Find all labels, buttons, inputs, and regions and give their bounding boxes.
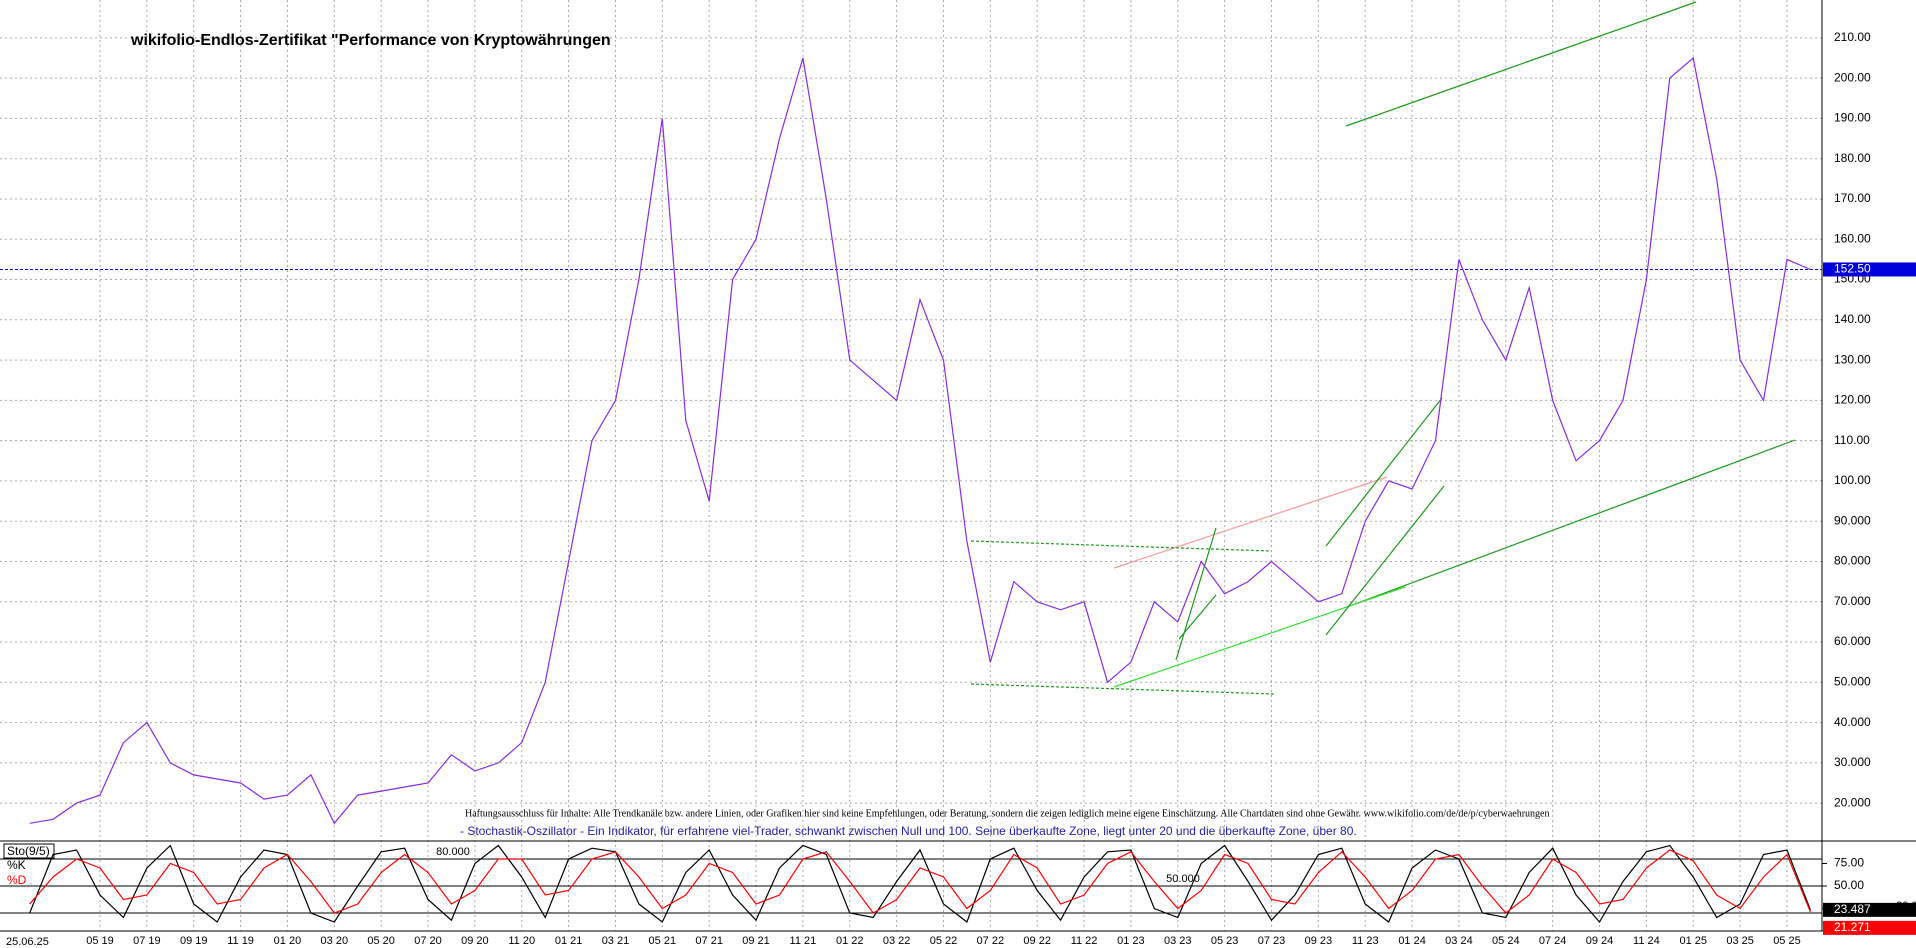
x-tick-label: 09 19 — [180, 935, 208, 947]
y-tick-label: 200.00 — [1834, 70, 1871, 84]
x-tick-label: 03 23 — [1164, 935, 1192, 947]
x-tick-label: 01 25 — [1679, 935, 1707, 947]
last-price-box — [1823, 262, 1916, 277]
x-tick-label: 03 25 — [1726, 935, 1754, 947]
x-tick-label: 11 22 — [1071, 935, 1098, 947]
y-tick-label: 75.00 — [1834, 856, 1864, 870]
x-tick-label: 01 21 — [555, 935, 583, 947]
x-tick-label: 07 19 — [133, 935, 161, 947]
y-tick-label: 210.00 — [1834, 30, 1871, 44]
trendline — [1325, 397, 1443, 547]
last-value-box — [1823, 920, 1916, 935]
x-tick-label: 09 23 — [1305, 935, 1333, 947]
trendline — [1346, 439, 1796, 608]
last-value-label: 21.271 — [1834, 920, 1871, 934]
trendline — [1345, 1, 1697, 127]
last-value-box — [1823, 902, 1916, 917]
last-value-label: 23.487 — [1834, 902, 1871, 916]
y-tick-label: 60.000 — [1834, 634, 1871, 648]
x-tick-label: 01 20 — [274, 935, 302, 947]
y-tick-label: 140.00 — [1834, 312, 1871, 326]
y-tick-label: 20.000 — [1834, 795, 1871, 809]
x-tick-label: 07 20 — [414, 935, 442, 947]
grid — [0, 0, 1822, 931]
x-tick-label: 11 24 — [1633, 935, 1660, 947]
x-tick-label: 07 24 — [1539, 935, 1567, 947]
x-tick-label: 03 20 — [321, 935, 349, 947]
x-tick-label: 09 20 — [461, 935, 489, 947]
x-tick-label: 11 19 — [227, 935, 254, 947]
x-tick-label: 03 21 — [602, 935, 630, 947]
y-tick-label: 90.000 — [1834, 513, 1871, 527]
trendline — [1113, 476, 1388, 569]
x-tick-label: 07 23 — [1258, 935, 1286, 947]
indicator-box — [3, 843, 55, 859]
y-tick-label: 40.000 — [1834, 715, 1871, 729]
x-tick-label: 05 23 — [1211, 935, 1239, 947]
y-tick-label: 110.00 — [1834, 433, 1870, 447]
x-tick-label: 01 23 — [1117, 935, 1145, 947]
y-tick-label: 50.000 — [1834, 674, 1871, 688]
indicator-title: Sto(9/5) — [7, 844, 50, 858]
x-tick-label: 09 21 — [742, 935, 770, 947]
trendline — [1325, 485, 1445, 636]
y-tick-label: 100.00 — [1834, 473, 1871, 487]
x-tick-label: 01 24 — [1398, 935, 1426, 947]
trendline — [1178, 594, 1217, 640]
x-tick-label: 07 22 — [977, 935, 1005, 947]
y-tick-label: 50.00 — [1834, 878, 1864, 892]
y-tick-label: 30.000 — [1834, 755, 1871, 769]
stochastic-line — [29, 844, 1811, 924]
x-tick-label: 09 24 — [1586, 935, 1614, 947]
level-label: 50.000 — [1166, 873, 1200, 885]
x-tick-label: 05 25 — [1773, 935, 1801, 947]
x-tick-label: 11 21 — [790, 935, 817, 947]
x-tick-label: 05 21 — [649, 935, 677, 947]
y-tick-label: 190.00 — [1834, 111, 1871, 125]
x-tick-label: 09 22 — [1023, 935, 1051, 947]
y-tick-label: 80.000 — [1834, 554, 1871, 568]
legend-label: %D — [7, 873, 27, 887]
y-tick-label: 130.00 — [1834, 352, 1871, 366]
date-label: 25.06.25 — [6, 936, 49, 948]
x-tick-label: 03 22 — [883, 935, 911, 947]
level-label: 80.000 — [436, 846, 470, 858]
x-tick-label: 01 22 — [836, 935, 864, 947]
x-tick-label: 11 20 — [508, 935, 535, 947]
chart-title: wikifolio-Endlos-Zertifikat "Performance… — [130, 32, 611, 49]
y-tick-label: 70.000 — [1834, 594, 1871, 608]
x-tick-label: 05 22 — [930, 935, 958, 947]
x-tick-label: 05 24 — [1492, 935, 1520, 947]
y-tick-label: 180.00 — [1834, 151, 1871, 165]
y-tick-label: 160.00 — [1834, 231, 1871, 245]
last-price-label: 152.50 — [1834, 262, 1871, 276]
trendline — [970, 683, 1275, 695]
y-tick-label: 120.00 — [1834, 393, 1871, 407]
disclaimer: Haftungsausschluss für Inhalte: Alle Tre… — [465, 808, 1550, 819]
trendlines — [970, 1, 1796, 695]
trendline — [1113, 586, 1406, 688]
y-tick-label: 170.00 — [1834, 191, 1871, 205]
x-tick-label: 11 23 — [1352, 935, 1379, 947]
indicator-description: - Stochastik-Oszillator - Ein Indikator,… — [460, 824, 1357, 838]
x-tick-label: 03 24 — [1445, 935, 1473, 947]
x-tick-label: 05 19 — [86, 935, 114, 947]
legend-label: %K — [7, 858, 26, 872]
x-tick-label: 05 20 — [367, 935, 395, 947]
trendline — [970, 540, 1272, 552]
stochastic-line — [29, 849, 1811, 914]
trendline — [1175, 527, 1217, 661]
x-tick-label: 07 21 — [695, 935, 723, 947]
price-line — [29, 56, 1811, 825]
